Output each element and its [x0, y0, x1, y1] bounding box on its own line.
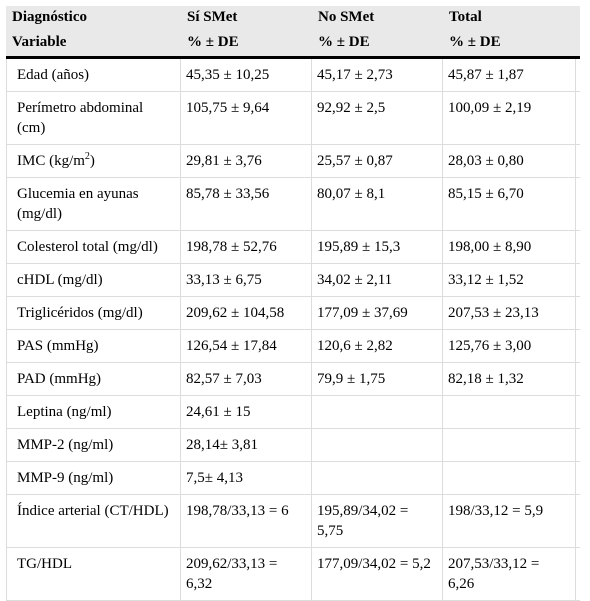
cell-no-smet: 80,07 ± 8,1 [312, 178, 443, 230]
header-si-smet: Sí SMet [187, 9, 238, 25]
cell-si-smet: 33,13 ± 6,75 [181, 264, 312, 296]
cell-no-smet [312, 396, 443, 428]
row-label: Triglicéridos (mg/dl) [6, 297, 181, 329]
cell-total: 33,12 ± 1,52 [443, 264, 576, 296]
table-row: Índice arterial (CT/HDL) 198,78/33,13 = 6… [6, 495, 580, 548]
table-header: Diagnóstico Sí SMet No SMet Total Variab… [6, 6, 580, 59]
table-row: TG/HDL 209,62/33,13 = 6,32 177,09/34,02 = … [6, 548, 580, 601]
row-label: cHDL (mg/dl) [6, 264, 181, 296]
table-row: MMP-9 (ng/ml) 7,5± 4,13 [6, 462, 580, 495]
cell-si-smet: 209,62/33,13 = 6,32 [181, 548, 312, 600]
cell-si-smet: 82,57 ± 7,03 [181, 363, 312, 395]
table-row: PAS (mmHg) 126,54 ± 17,84 120,6 ± 2,82 125,… [6, 330, 580, 363]
cell-total [443, 462, 576, 494]
table-row: IMC (kg/m2) 29,81 ± 3,76 25,57 ± 0,87 28,03… [6, 145, 580, 178]
cell-total: 82,18 ± 1,32 [443, 363, 576, 395]
cell-no-smet: 177,09 ± 37,69 [312, 297, 443, 329]
header-variable: Variable [12, 34, 67, 50]
table-row: Glucemia en ayunas (mg/dl) 85,78 ± 33,56 8… [6, 178, 580, 231]
cell-si-smet: 7,5± 4,13 [181, 462, 312, 494]
row-label-text: PAS (mmHg) [17, 338, 99, 354]
cell-si-smet: 198,78 ± 52,76 [181, 231, 312, 263]
superscript: 2 [84, 151, 90, 162]
cell-no-smet: 195,89 ± 15,3 [312, 231, 443, 263]
cell-total: 100,09 ± 2,19 [443, 92, 576, 144]
row-label: Perímetro abdominal (cm) [6, 92, 181, 144]
header-si-unit: % ± DE [187, 34, 239, 50]
cell-si-smet: 198,78/33,13 = 6 [181, 495, 312, 547]
header-diagnostico: Diagnóstico [12, 9, 87, 25]
row-label: TG/HDL [6, 548, 181, 600]
cell-total: 125,76 ± 3,00 [443, 330, 576, 362]
row-label-text: MMP-2 (ng/ml) [17, 437, 114, 453]
cell-no-smet: 120,6 ± 2,82 [312, 330, 443, 362]
row-label-text: cHDL (mg/dl) [17, 272, 103, 288]
row-label: Colesterol total (mg/dl) [6, 231, 181, 263]
row-label-text: Colesterol total (mg/dl) [17, 239, 158, 255]
cell-total [443, 429, 576, 461]
row-label-text: Leptina (ng/ml) [17, 404, 112, 420]
table-row: Triglicéridos (mg/dl) 209,62 ± 104,58 177,… [6, 297, 580, 330]
cell-no-smet: 195,89/34,02 = 5,75 [312, 495, 443, 547]
row-label: Leptina (ng/ml) [6, 396, 181, 428]
header-total: Total [449, 9, 482, 25]
table-row: PAD (mmHg) 82,57 ± 7,03 79,9 ± 1,75 82,18 ±… [6, 363, 580, 396]
row-label-text: PAD (mmHg) [17, 371, 102, 387]
header-no-unit: % ± DE [318, 34, 370, 50]
row-label-text: IMC (kg/m [17, 153, 85, 169]
cell-no-smet: 79,9 ± 1,75 [312, 363, 443, 395]
table-row: cHDL (mg/dl) 33,13 ± 6,75 34,02 ± 2,11 33,1… [6, 264, 580, 297]
cell-total: 28,03 ± 0,80 [443, 145, 576, 177]
cell-total: 85,15 ± 6,70 [443, 178, 576, 230]
header-no-smet: No SMet [318, 9, 375, 25]
row-label-text: Edad (años) [17, 67, 90, 83]
cell-si-smet: 85,78 ± 33,56 [181, 178, 312, 230]
cell-no-smet: 45,17 ± 2,73 [312, 59, 443, 91]
cell-si-smet: 105,75 ± 9,64 [181, 92, 312, 144]
cell-no-smet: 92,92 ± 2,5 [312, 92, 443, 144]
table-row: Edad (años) 45,35 ± 10,25 45,17 ± 2,73 45,8… [6, 59, 580, 92]
row-label-text: Glucemia en ayunas (mg/dl) [17, 186, 139, 222]
cell-si-smet: 28,14± 3,81 [181, 429, 312, 461]
row-label: PAD (mmHg) [6, 363, 181, 395]
cell-total: 207,53 ± 23,13 [443, 297, 576, 329]
row-label-text: Triglicéridos (mg/dl) [17, 305, 143, 321]
cell-no-smet [312, 429, 443, 461]
table-body: Edad (años) 45,35 ± 10,25 45,17 ± 2,73 45,8… [6, 59, 580, 601]
row-label: PAS (mmHg) [6, 330, 181, 362]
row-label: Edad (años) [6, 59, 181, 91]
row-label: Glucemia en ayunas (mg/dl) [6, 178, 181, 230]
cell-total [443, 396, 576, 428]
table-row: Colesterol total (mg/dl) 198,78 ± 52,76 19… [6, 231, 580, 264]
data-table: Diagnóstico Sí SMet No SMet Total Variab… [6, 6, 580, 601]
table-row: Leptina (ng/ml) 24,61 ± 15 [6, 396, 580, 429]
cell-si-smet: 29,81 ± 3,76 [181, 145, 312, 177]
row-label-text: Perímetro abdominal (cm) [17, 100, 144, 136]
cell-si-smet: 45,35 ± 10,25 [181, 59, 312, 91]
cell-no-smet: 177,09/34,02 = 5,2 [312, 548, 443, 600]
row-label-suffix: ) [89, 153, 95, 169]
row-label: MMP-9 (ng/ml) [6, 462, 181, 494]
table-row: Perímetro abdominal (cm) 105,75 ± 9,64 92,… [6, 92, 580, 145]
row-label: Índice arterial (CT/HDL) [6, 495, 181, 547]
row-label: MMP-2 (ng/ml) [6, 429, 181, 461]
row-label: IMC (kg/m2) [6, 145, 181, 177]
cell-total: 45,87 ± 1,87 [443, 59, 576, 91]
cell-total: 198,00 ± 8,90 [443, 231, 576, 263]
table-row: MMP-2 (ng/ml) 28,14± 3,81 [6, 429, 580, 462]
cell-si-smet: 24,61 ± 15 [181, 396, 312, 428]
row-label-text: TG/HDL [17, 556, 72, 572]
cell-no-smet: 34,02 ± 2,11 [312, 264, 443, 296]
cell-no-smet: 25,57 ± 0,87 [312, 145, 443, 177]
cell-total: 198/33,12 = 5,9 [443, 495, 576, 547]
cell-total: 207,53/33,12 = 6,26 [443, 548, 576, 600]
cell-si-smet: 126,54 ± 17,84 [181, 330, 312, 362]
cell-no-smet [312, 462, 443, 494]
row-label-text: Índice arterial (CT/HDL) [17, 503, 169, 519]
header-total-unit: % ± DE [449, 34, 501, 50]
row-label-text: MMP-9 (ng/ml) [17, 470, 114, 486]
cell-si-smet: 209,62 ± 104,58 [181, 297, 312, 329]
